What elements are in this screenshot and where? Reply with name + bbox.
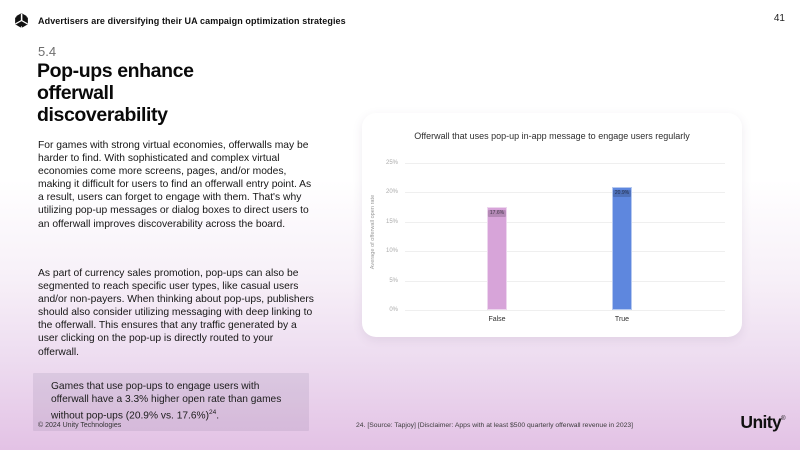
y-axis-tick-label: 0% xyxy=(389,307,398,313)
brand-trademark: ® xyxy=(781,416,785,422)
x-axis-tick-label: True xyxy=(614,316,630,323)
chart-gridline xyxy=(405,192,725,194)
body-paragraph-2: As part of currency sales promotion, pop… xyxy=(38,268,314,358)
callout-box: Games that use pop-ups to engage users w… xyxy=(33,373,309,431)
y-axis-tick-label: 25% xyxy=(385,160,398,166)
y-axis-tick-label: 20% xyxy=(385,189,398,196)
footnote-text: 24. [Source: Tapjoy] [Disclaimer: Apps w… xyxy=(356,422,634,429)
callout-text: Games that use pop-ups to engage users w… xyxy=(51,381,282,422)
callout-suffix: . xyxy=(216,410,220,422)
callout-superscript: 24 xyxy=(209,409,217,417)
chart-gridline xyxy=(405,280,725,282)
x-axis-tick-label: False xyxy=(488,316,506,323)
unity-wordmark: Unity® xyxy=(740,412,785,433)
chart-gridline xyxy=(405,163,725,164)
y-axis-tick-label: 10% xyxy=(385,248,398,255)
header-title: Advertisers are diversifying their UA ca… xyxy=(38,16,346,26)
page-number: 41 xyxy=(773,13,785,24)
brand-name: Unity xyxy=(740,412,782,432)
section-number: 5.4 xyxy=(38,44,57,59)
chart-gridline xyxy=(405,310,725,311)
y-axis-tick-label: 15% xyxy=(385,218,398,225)
chart-y-axis-title: Average of offerwall open rate xyxy=(370,194,376,270)
unity-logo-icon xyxy=(14,13,29,28)
chart-gridline xyxy=(405,251,725,253)
chart-title: Offerwall that uses pop-up in-app messag… xyxy=(414,131,690,141)
body-paragraph-1: For games with strong virtual economies,… xyxy=(38,140,312,230)
bar-value-label: 20.9% xyxy=(612,190,632,198)
y-axis-tick-label: 5% xyxy=(389,277,398,284)
bar-value-label: 17.6% xyxy=(487,209,507,217)
chart-gridline xyxy=(405,221,725,223)
chart-bar-false: 17.6% xyxy=(487,206,507,310)
chart-card: Offerwall that uses pop-up in-app messag… xyxy=(362,113,742,337)
page-title: Pop-ups enhance offerwall discoverabilit… xyxy=(37,60,194,126)
copyright-text: © 2024 Unity Technologies xyxy=(38,422,122,429)
chart-plot: 0% 5% 10% 15% 20% 25% 17.6% False 20.9% True xyxy=(386,160,725,323)
chart-bar-true: 20.9% xyxy=(612,187,632,310)
